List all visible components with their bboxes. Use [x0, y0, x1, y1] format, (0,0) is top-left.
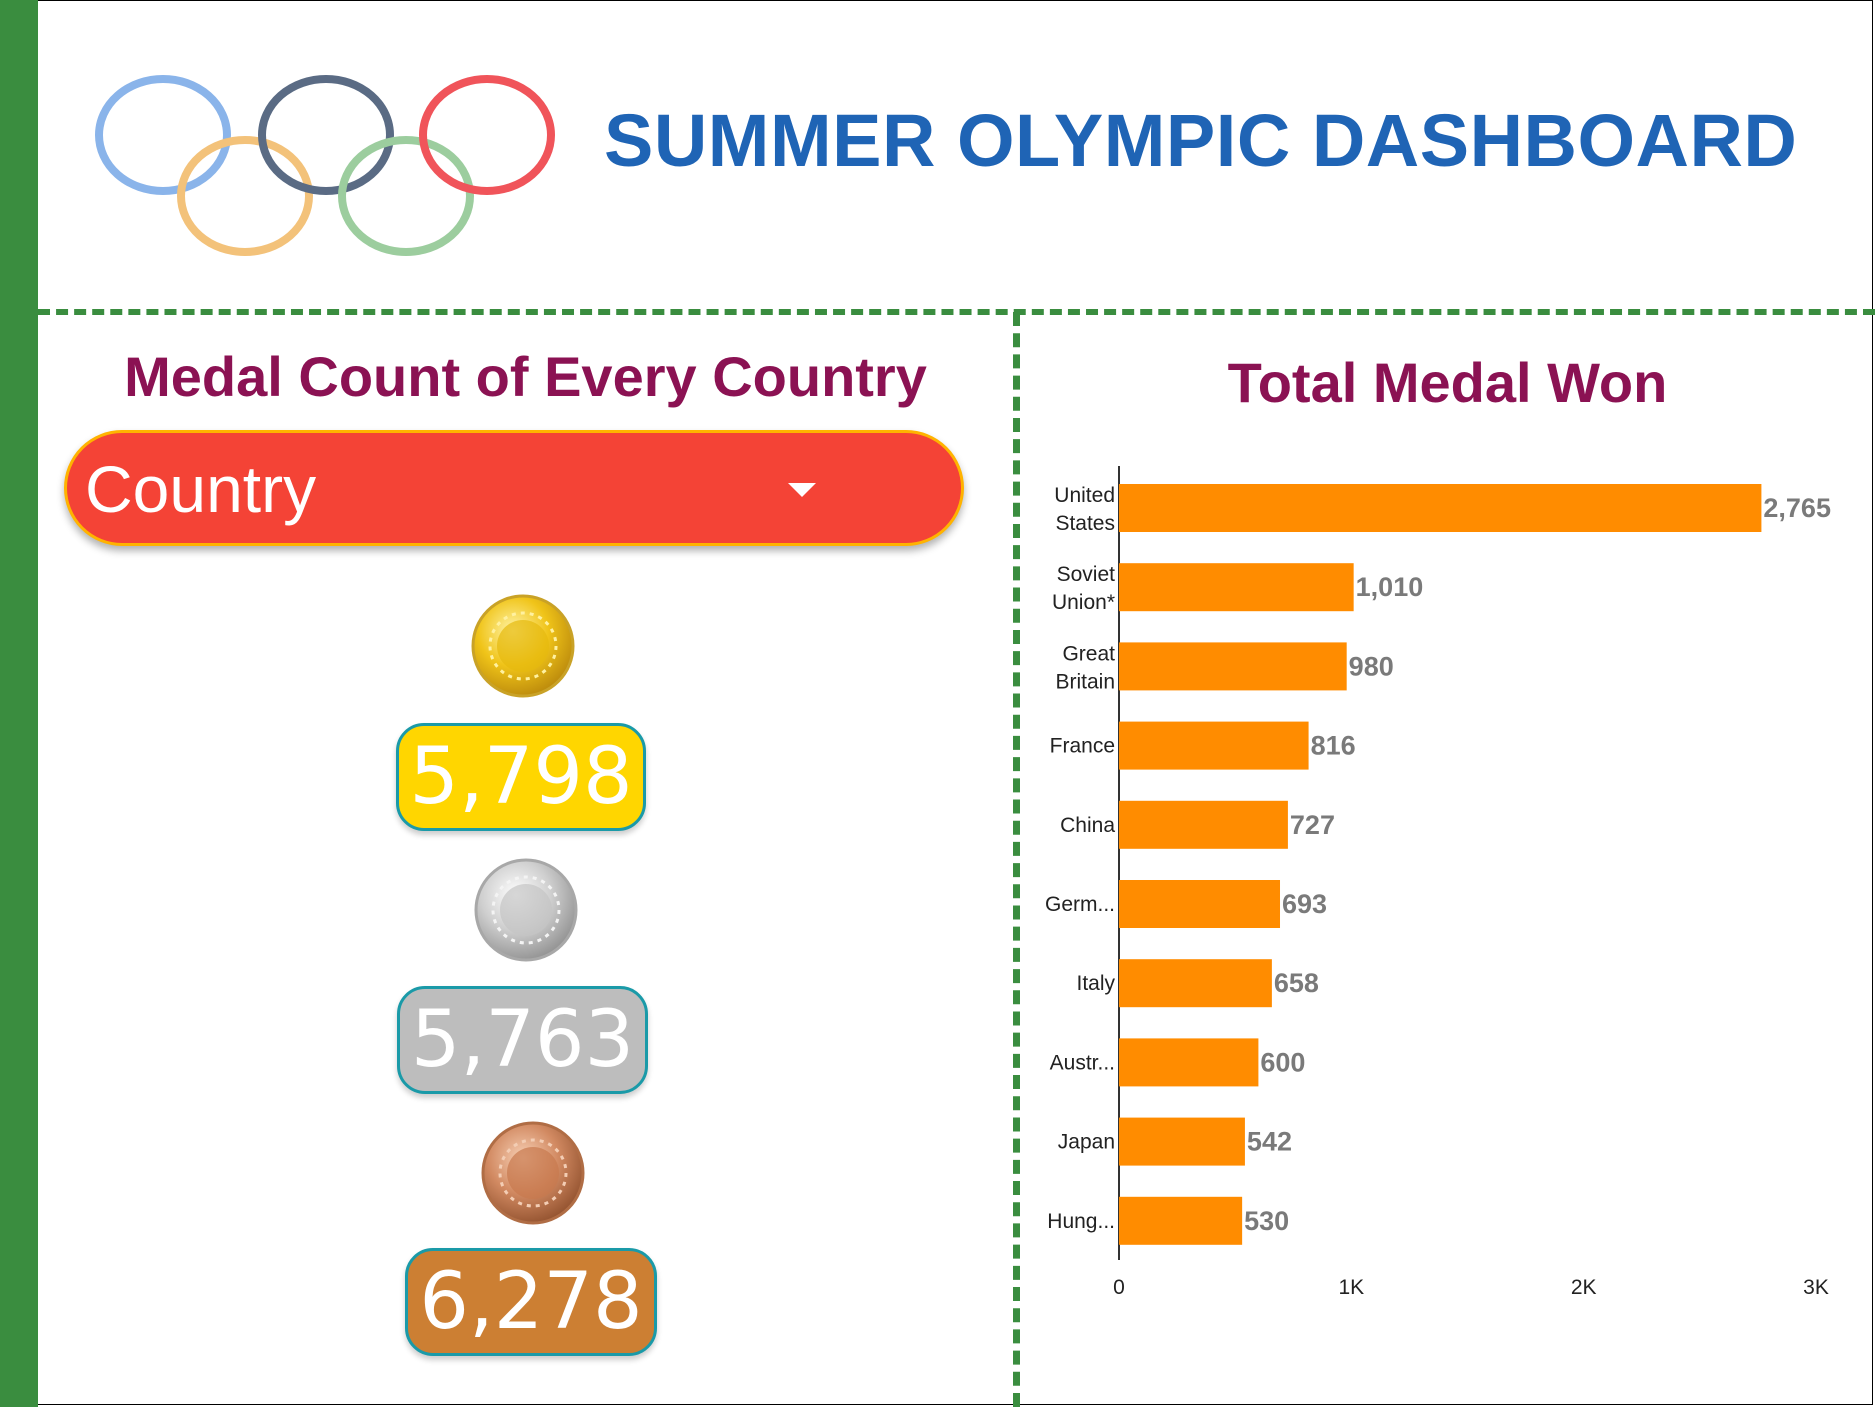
bar-value-label: 1,010	[1356, 572, 1424, 602]
category-label: France	[1050, 735, 1115, 758]
bar	[1119, 642, 1347, 691]
bar	[1119, 721, 1309, 770]
olympic-rings-logo	[95, 75, 555, 256]
bar-value-label: 816	[1311, 731, 1356, 761]
x-tick-label: 3K	[1803, 1276, 1829, 1299]
chevron-down-icon	[788, 483, 816, 497]
bar	[1119, 959, 1272, 1008]
ring-darkblue	[258, 75, 394, 195]
bar-value-label: 727	[1290, 810, 1335, 840]
silver-medal-icon	[474, 858, 578, 962]
country-filter-label: Country	[85, 452, 317, 526]
total-medal-chart-title: Total Medal Won	[1227, 351, 1668, 414]
gold-count-badge: 5,798	[396, 723, 646, 831]
category-label: Soviet Union*	[1052, 563, 1115, 614]
vertical-divider	[1013, 312, 1020, 1407]
gold-medal-icon	[471, 594, 575, 698]
total-medal-bar-chart: 2,765 United States 1,010 Soviet Union* 980 Gre…	[1045, 466, 1831, 1299]
category-label: Hung...	[1047, 1210, 1115, 1233]
ring-yellow	[177, 136, 313, 256]
category-label: Japan	[1058, 1131, 1115, 1154]
bar	[1119, 1038, 1259, 1087]
medal-count-title: Medal Count of Every Country	[124, 345, 927, 408]
bar-value-label: 980	[1349, 651, 1394, 681]
bar	[1119, 1196, 1243, 1245]
country-filter-dropdown[interactable]: Country	[64, 430, 964, 546]
silver-count: 5,763	[410, 995, 635, 1085]
x-tick-label: 1K	[1338, 1276, 1364, 1299]
gold-count: 5,798	[409, 732, 633, 822]
accent-bar	[0, 0, 38, 1407]
bar	[1119, 484, 1762, 532]
bar-value-label: 530	[1244, 1206, 1289, 1236]
bar-value-label: 542	[1247, 1127, 1292, 1157]
bar-value-label: 658	[1274, 968, 1319, 998]
bar	[1119, 800, 1288, 849]
x-tick-label: 2K	[1571, 1276, 1597, 1299]
category-label: Great Britain	[1055, 642, 1115, 693]
bronze-medal-icon	[481, 1121, 585, 1225]
category-label: Italy	[1076, 972, 1115, 995]
bar-value-label: 693	[1282, 889, 1327, 919]
bronze-count-badge: 6,278	[405, 1248, 657, 1356]
bar-value-label: 2,765	[1763, 493, 1831, 523]
ring-red	[419, 75, 555, 195]
category-label: China	[1060, 814, 1115, 837]
bar	[1119, 1117, 1245, 1166]
ring-green	[338, 136, 474, 256]
page-title: SUMMER OLYMPIC DASHBOARD	[604, 99, 1798, 182]
bar	[1119, 880, 1281, 928]
bronze-count: 6,278	[419, 1257, 643, 1347]
bar	[1119, 563, 1354, 612]
ring-blue	[95, 75, 231, 195]
category-label: United States	[1054, 484, 1115, 535]
horizontal-divider	[38, 309, 1875, 315]
x-tick-label: 0	[1113, 1276, 1125, 1299]
category-label: Austr...	[1050, 1051, 1115, 1074]
category-label: Germ...	[1045, 893, 1115, 916]
bar-value-label: 600	[1260, 1047, 1305, 1077]
silver-count-badge: 5,763	[397, 986, 648, 1094]
